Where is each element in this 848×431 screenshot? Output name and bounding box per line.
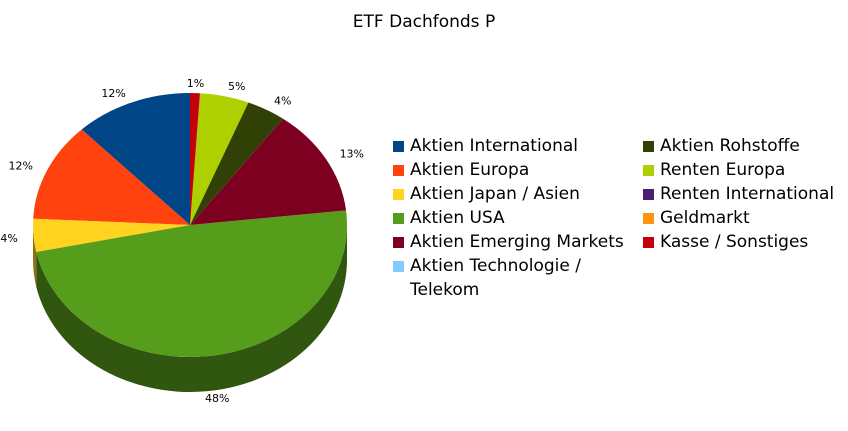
legend-label: Renten International <box>660 184 835 204</box>
pie-side <box>33 225 37 288</box>
data-label: 5% <box>228 80 245 93</box>
legend-label: Aktien Rohstoffe <box>660 136 800 156</box>
legend: Aktien International Aktien Europa Aktien … <box>392 134 842 302</box>
data-label: 48% <box>205 392 229 405</box>
legend-label: Aktien Europa <box>410 160 530 180</box>
legend-swatch <box>393 165 404 176</box>
pie-labels: 12% 12% 4% 48% 13% 4% 5% 1% <box>0 77 364 405</box>
pie-tops <box>32 93 348 358</box>
legend-item: Aktien Europa <box>392 158 642 182</box>
legend-swatch <box>643 213 654 224</box>
data-label: 4% <box>274 95 291 108</box>
data-label: 13% <box>340 147 364 160</box>
pie-side <box>36 225 348 393</box>
pie-slice <box>190 102 284 225</box>
data-label: 1% <box>187 77 204 90</box>
legend-swatch <box>643 189 654 200</box>
legend-item: Geldmarkt <box>642 206 842 230</box>
chart-title: ETF Dachfonds P <box>353 12 495 32</box>
legend-swatch <box>643 165 654 176</box>
data-label: 12% <box>8 159 32 172</box>
legend-item: Aktien Rohstoffe <box>642 134 842 158</box>
legend-swatch <box>643 237 654 248</box>
pie-slice <box>190 93 200 225</box>
pie-sides <box>33 225 348 393</box>
pie-slice <box>36 210 348 358</box>
legend-item: Aktien Technologie / Telekom <box>392 254 642 302</box>
pie-slice <box>33 129 190 225</box>
legend-item: Aktien International <box>392 134 642 158</box>
legend-label: Aktien International <box>410 136 578 156</box>
legend-item: Aktien Emerging Markets <box>392 230 642 254</box>
legend-item: Aktien Japan / Asien <box>392 182 642 206</box>
legend-item: Renten Europa <box>642 158 842 182</box>
legend-swatch <box>643 141 654 152</box>
legend-label: Renten Europa <box>660 160 786 180</box>
pie-slice <box>190 93 249 225</box>
legend-item: Aktien USA <box>392 206 642 230</box>
pie-slice <box>190 118 347 225</box>
legend-swatch <box>393 261 404 272</box>
legend-label: Aktien Technologie / Telekom <box>410 256 581 300</box>
pie-slice <box>81 93 190 225</box>
legend-swatch <box>393 213 404 224</box>
data-label: 4% <box>0 232 17 245</box>
legend-label: Aktien Emerging Markets <box>410 232 624 252</box>
legend-label: Aktien Japan / Asien <box>410 184 580 204</box>
pie-slice <box>32 218 190 253</box>
legend-label: Geldmarkt <box>660 208 750 228</box>
data-label: 12% <box>101 87 125 100</box>
legend-label: Kasse / Sonstiges <box>660 232 809 252</box>
legend-swatch <box>393 237 404 248</box>
legend-swatch <box>393 189 404 200</box>
legend-label: Aktien USA <box>410 208 505 228</box>
legend-item: Renten International <box>642 182 842 206</box>
legend-swatch <box>393 141 404 152</box>
legend-item: Kasse / Sonstiges <box>642 230 842 254</box>
